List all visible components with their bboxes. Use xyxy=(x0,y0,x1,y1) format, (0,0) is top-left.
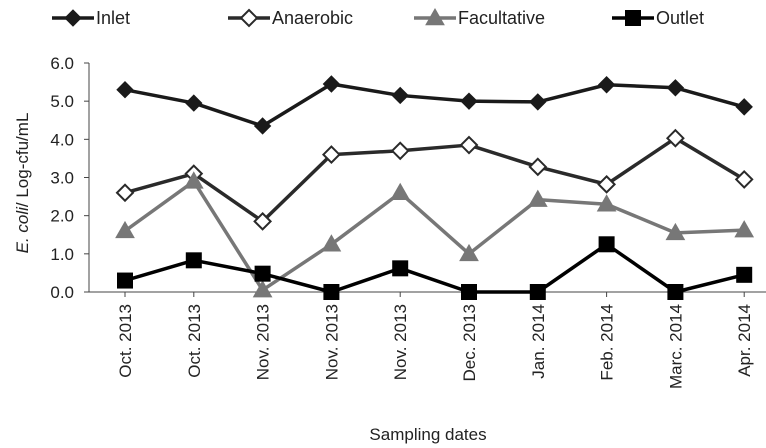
data-point-outlet xyxy=(598,236,615,253)
data-point-outlet xyxy=(461,284,477,300)
legend-label: Inlet xyxy=(96,8,130,28)
plot-area xyxy=(115,75,755,300)
data-point-inlet xyxy=(391,86,409,105)
data-point-facultative xyxy=(527,189,548,207)
data-point-anaerobic xyxy=(734,169,754,189)
data-point-anaerobic xyxy=(253,211,273,231)
legend-marker xyxy=(239,8,259,28)
series-line-outlet xyxy=(124,242,745,294)
series-anaerobic xyxy=(115,128,754,231)
data-point-outlet xyxy=(117,272,133,289)
data-point-inlet xyxy=(666,79,685,97)
legend-item-facultative: Facultative xyxy=(414,7,545,28)
series-line-anaerobic xyxy=(124,136,746,224)
x-tick-label: Apr. 2014 xyxy=(735,304,754,377)
data-point-inlet xyxy=(735,98,753,116)
data-point-inlet xyxy=(322,75,341,93)
x-tick-label: Marc. 2014 xyxy=(666,304,685,389)
series-inlet xyxy=(116,75,753,135)
data-point-facultative xyxy=(665,222,686,241)
data-point-facultative xyxy=(596,194,617,212)
data-point-outlet xyxy=(254,265,271,282)
data-point-anaerobic xyxy=(115,183,135,203)
legend-label: Anaerobic xyxy=(272,8,353,28)
data-point-anaerobic xyxy=(665,128,685,148)
series-line-inlet xyxy=(124,82,745,128)
data-point-anaerobic xyxy=(321,145,341,165)
y-tick-label: 1.0 xyxy=(50,245,74,264)
legend-item-outlet: Outlet xyxy=(612,8,704,28)
y-axis-title-italic: E. coli xyxy=(13,206,32,254)
data-point-facultative xyxy=(321,234,342,252)
data-point-outlet xyxy=(323,284,340,300)
y-axis-title: E. coli/ Log-cfu/mL xyxy=(13,113,32,254)
x-tick-label: Jan. 2014 xyxy=(529,304,548,379)
data-point-facultative xyxy=(252,280,273,298)
y-tick-label: 5.0 xyxy=(50,92,74,111)
series-facultative xyxy=(115,171,755,298)
data-point-anaerobic xyxy=(390,141,410,161)
data-point-facultative xyxy=(390,182,411,201)
x-tick-label: Oct. 2013 xyxy=(185,304,204,378)
data-point-anaerobic xyxy=(528,157,548,177)
x-tick-label: Dec. 2013 xyxy=(460,304,479,382)
y-tick-label: 6.0 xyxy=(50,54,74,73)
y-tick-label: 0.0 xyxy=(50,283,74,302)
x-tick-label: Nov. 2013 xyxy=(391,304,410,380)
legend-label: Facultative xyxy=(458,8,545,28)
data-point-inlet xyxy=(529,93,547,111)
data-point-outlet xyxy=(529,284,546,300)
x-axis-title: Sampling dates xyxy=(369,425,486,444)
data-point-outlet xyxy=(185,252,202,269)
y-tick-label: 4.0 xyxy=(50,130,74,149)
legend-marker xyxy=(425,7,445,26)
data-point-facultative xyxy=(183,171,204,189)
y-axis-title-rest: / Log-cfu/mL xyxy=(13,113,32,208)
data-point-inlet xyxy=(185,94,203,112)
x-tick-label: Nov. 2013 xyxy=(322,304,341,380)
x-axis: Oct. 2013 Oct. 2013 Nov. 2013 Nov. 2013 Nov.… xyxy=(89,291,766,389)
series-line-facultative xyxy=(123,179,745,292)
data-point-inlet xyxy=(116,81,134,99)
y-axis: 0.0 1.0 2.0 3.0 4.0 5.0 6.0 xyxy=(50,54,90,302)
data-point-outlet xyxy=(667,284,684,300)
x-tick-label: Nov. 2013 xyxy=(254,304,273,380)
data-point-inlet xyxy=(253,117,272,135)
legend: Inlet Anaerobic Facultative Outlet xyxy=(52,7,704,28)
data-point-anaerobic xyxy=(597,174,617,194)
data-point-outlet xyxy=(736,266,753,283)
x-tick-label: Oct. 2013 xyxy=(116,304,135,378)
legend-marker xyxy=(64,9,82,27)
x-tick-label: Feb. 2014 xyxy=(598,304,617,381)
data-point-inlet xyxy=(460,92,478,110)
data-point-inlet xyxy=(597,76,616,94)
data-point-facultative xyxy=(459,243,479,262)
legend-marker xyxy=(625,10,641,26)
y-tick-label: 2.0 xyxy=(50,207,74,226)
legend-item-inlet: Inlet xyxy=(52,8,130,28)
data-point-outlet xyxy=(392,260,409,277)
legend-label: Outlet xyxy=(656,8,704,28)
data-point-facultative xyxy=(115,220,135,239)
legend-item-anaerobic: Anaerobic xyxy=(228,8,353,28)
series-outlet xyxy=(117,236,753,300)
y-tick-label: 3.0 xyxy=(50,169,74,188)
data-point-anaerobic xyxy=(459,135,479,155)
data-point-facultative xyxy=(734,220,755,238)
